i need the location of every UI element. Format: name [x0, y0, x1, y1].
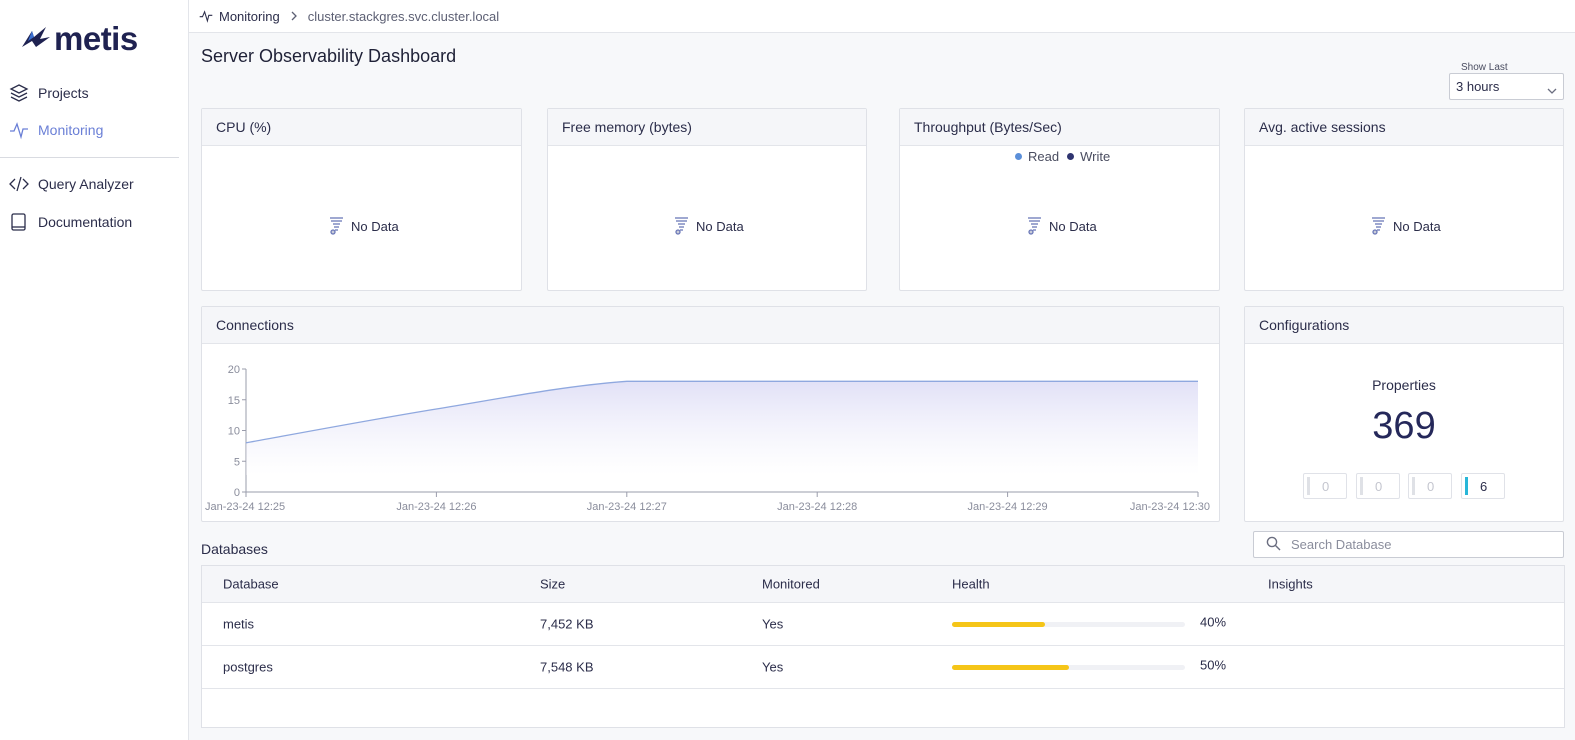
sidebar: metis Projects Monitoring Query Analyzer…: [0, 0, 189, 740]
memory-card: Free memory (bytes) No Data: [547, 108, 867, 291]
properties-count: 369: [1372, 405, 1436, 447]
sidebar-item-label: Query Analyzer: [38, 176, 134, 192]
sidebar-item-label: Documentation: [38, 214, 133, 230]
show-last-value: 3 hours: [1456, 79, 1500, 94]
column-header[interactable]: Health: [952, 576, 990, 592]
x-tick-label: Jan-23-24 12:26: [396, 501, 476, 513]
config-box[interactable]: 0: [1356, 473, 1400, 499]
database-size: 7,452 KB: [540, 616, 594, 632]
connections-line: [245, 380, 1198, 444]
sidebar-item-query-analyzer[interactable]: Query Analyzer: [8, 172, 134, 196]
sidebar-item-label: Projects: [38, 85, 89, 101]
tornado-icon: [673, 215, 690, 238]
y-tick-label: 0: [234, 487, 240, 499]
throughput-card: Throughput (Bytes/Sec) Read Write No Dat…: [899, 108, 1220, 291]
metis-logo[interactable]: metis: [20, 22, 138, 55]
card-title: Free memory (bytes): [548, 109, 866, 146]
no-data: No Data: [1026, 215, 1097, 238]
y-tick-label: 20: [228, 364, 240, 376]
card-title: Connections: [202, 307, 1219, 344]
sidebar-item-label: Monitoring: [38, 122, 104, 138]
bird-logo-icon: [22, 26, 50, 47]
search-input[interactable]: [1291, 537, 1551, 552]
connections-card: Connections 20 15 10 5 0 Jan-23-24 12:25 Jan-2…: [201, 306, 1220, 522]
show-last-label: Show Last: [1458, 62, 1511, 73]
sidebar-item-projects[interactable]: Projects: [8, 81, 89, 105]
x-tick-label: Jan-23-24 12:29: [968, 501, 1048, 513]
health-percent: 50%: [1200, 657, 1227, 673]
databases-table: Database Size Monitored Health Insights …: [201, 565, 1565, 728]
tornado-icon: [1370, 215, 1387, 238]
sidebar-divider: [0, 157, 179, 158]
database-size: 7,548 KB: [540, 659, 594, 675]
card-title: Configurations: [1245, 307, 1563, 344]
y-tick-label: 10: [228, 426, 240, 438]
database-monitored: Yes: [762, 616, 784, 632]
table-row[interactable]: metis 7,452 KB Yes 40%: [202, 603, 1564, 646]
tornado-icon: [328, 215, 345, 238]
database-monitored: Yes: [762, 659, 784, 675]
health-bar: [952, 622, 1185, 627]
page-title: Server Observability Dashboard: [201, 46, 457, 66]
connections-chart: 20 15 10 5 0 Jan-23-24 12:25 Jan-23-24 12:26 Ja…: [205, 364, 1210, 513]
chevron-right-icon: [290, 11, 298, 21]
chevron-down-icon: [1547, 82, 1557, 98]
no-data: No Data: [328, 215, 399, 238]
sidebar-item-monitoring[interactable]: Monitoring: [8, 118, 103, 142]
legend-dot-write: [1067, 153, 1075, 160]
x-tick-label: Jan-23-24 12:25: [205, 501, 285, 513]
card-title: CPU (%): [202, 109, 521, 146]
sessions-card: Avg. active sessions No Data: [1244, 108, 1564, 291]
sidebar-item-documentation[interactable]: Documentation: [8, 210, 132, 234]
breadcrumb-host: cluster.stackgres.svc.cluster.local: [307, 8, 500, 24]
databases-title: Databases: [201, 541, 268, 557]
legend-dot-read: [1015, 153, 1022, 160]
config-box[interactable]: 6: [1461, 473, 1505, 499]
database-name[interactable]: metis: [223, 616, 255, 632]
column-header[interactable]: Size: [540, 576, 566, 592]
column-header[interactable]: Monitored: [762, 576, 820, 592]
database-name[interactable]: postgres: [223, 659, 273, 675]
connections-area: [246, 381, 1198, 475]
table-header: Database Size Monitored Health Insights: [202, 566, 1564, 603]
tornado-icon: [1026, 215, 1043, 238]
configurations-card: Configurations Properties 369 0 0 0 6: [1244, 306, 1564, 522]
x-tick-label: Jan-23-24 12:27: [587, 501, 667, 513]
config-box[interactable]: 0: [1408, 473, 1452, 499]
health-percent: 40%: [1200, 614, 1227, 630]
show-last-select[interactable]: 3 hours: [1449, 73, 1564, 100]
pulse-icon: [199, 9, 213, 23]
cpu-card: CPU (%) No Data: [201, 108, 522, 291]
y-tick-label: 5: [234, 456, 240, 468]
x-tick-label: Jan-23-24 12:28: [777, 501, 857, 513]
x-tick-label: Jan-23-24 12:30: [1130, 501, 1210, 513]
health-bar: [952, 665, 1185, 670]
breadcrumb: Monitoring cluster.stackgres.svc.cluster…: [189, 0, 1575, 33]
card-title: Throughput (Bytes/Sec): [900, 109, 1219, 146]
y-tick-label: 15: [228, 395, 240, 407]
code-icon: [8, 173, 30, 195]
legend-label-read: Read: [1028, 149, 1060, 164]
pulse-icon: [8, 119, 30, 141]
card-title: Avg. active sessions: [1245, 109, 1563, 146]
logo-text: metis: [54, 20, 138, 57]
search-icon: [1266, 536, 1281, 554]
layers-icon: [8, 82, 30, 104]
search-database[interactable]: [1253, 531, 1564, 558]
table-row[interactable]: postgres 7,548 KB Yes 50%: [202, 646, 1564, 689]
no-data: No Data: [1370, 215, 1441, 238]
chart-legend: Read Write: [1015, 149, 1110, 164]
column-header[interactable]: Database: [223, 576, 279, 592]
legend-label-write: Write: [1080, 149, 1111, 164]
book-icon: [8, 211, 30, 233]
no-data: No Data: [673, 215, 744, 238]
config-box[interactable]: 0: [1303, 473, 1347, 499]
column-header[interactable]: Insights: [1268, 576, 1313, 592]
properties-label: Properties: [1372, 377, 1436, 393]
breadcrumb-monitoring[interactable]: Monitoring: [219, 8, 280, 24]
